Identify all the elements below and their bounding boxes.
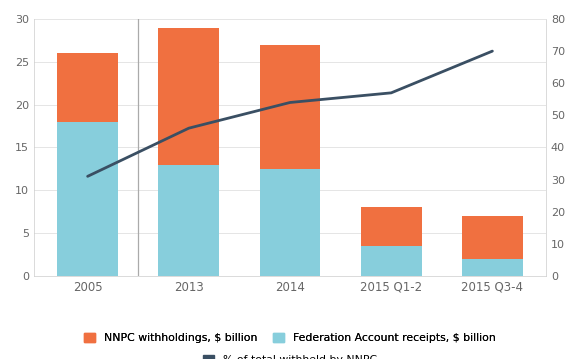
Bar (260, 45, 320, 169)
Bar (57, 122, 118, 276)
Bar (462, 259, 523, 276)
Bar (462, 216, 523, 259)
Bar (361, 246, 422, 276)
Bar (158, 164, 219, 276)
Bar (361, 208, 422, 246)
Bar (57, 53, 118, 122)
Bar (158, 28, 219, 164)
Legend: NNPC withholdings, $ billion, Federation Account receipts, $ billion: NNPC withholdings, $ billion, Federation… (81, 330, 499, 346)
Legend: % of total withheld by NNPC: % of total withheld by NNPC (200, 351, 380, 359)
Bar (260, 169, 320, 276)
